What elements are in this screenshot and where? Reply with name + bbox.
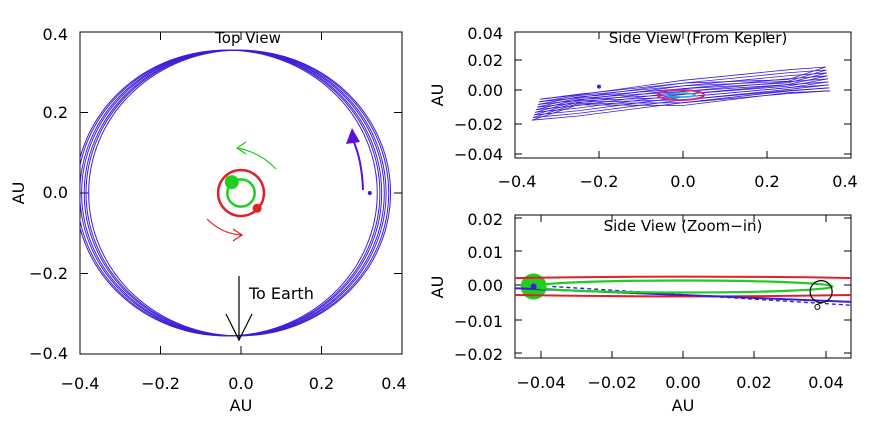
outer-orbit-edge-on [540, 66, 826, 100]
panel-top-view: Top View −0.4 −0.2 0.0 0.2 0.4 AU [9, 25, 407, 415]
y-tick-label: −0.02 [454, 345, 503, 364]
chart-title: Side View (From Kepler) [609, 29, 788, 47]
planet-outer [597, 84, 601, 89]
panel-zoom-view: Side View (Zoom−in) −0.04 −0.02 0.00 0.0… [428, 210, 852, 415]
direction-arrow-outer [352, 139, 364, 191]
orbit-red-upper [515, 275, 851, 279]
outer-orbit-edge-on [540, 66, 826, 100]
y-tick-label: 0.02 [467, 210, 503, 229]
x-tick-label: −0.2 [580, 172, 619, 191]
y-axis: −0.4 −0.2 0.0 0.2 0.4 AU [9, 25, 402, 363]
outer-orbit-edge-on [536, 75, 828, 108]
direction-arrow-innermost [236, 147, 277, 170]
x-tick-label: 0.0 [228, 374, 253, 393]
innermost-orbit [226, 178, 256, 208]
side-plot-area [531, 66, 831, 121]
y-tick-label: 0.00 [467, 276, 503, 295]
y-tick-label: 0.4 [43, 25, 68, 44]
direction-arrowhead-innermost [235, 141, 247, 155]
y-axis-label: AU [9, 182, 28, 205]
innermost-orbit-edge-on [666, 92, 696, 98]
orbit-red-lower [515, 294, 851, 298]
x-tick-label: 0.04 [808, 373, 844, 392]
x-tick-label: 0.4 [381, 374, 406, 393]
x-tick-label: −0.04 [516, 373, 565, 392]
y-tick-label: 0.04 [467, 24, 503, 43]
outer-orbit-edge-on [535, 78, 828, 111]
outer-orbit-edge-on [539, 69, 827, 103]
x-tick-label: −0.02 [587, 373, 636, 392]
x-tick-label: 0.02 [736, 373, 772, 392]
plot-frame [514, 214, 852, 359]
x-tick-label: 0.00 [665, 373, 701, 392]
x-tick-label: −0.2 [141, 374, 180, 393]
y-axis-label: AU [428, 84, 447, 107]
y-tick-label: −0.2 [29, 264, 68, 283]
x-axis: −0.4 −0.2 0.0 0.2 0.4 AU [61, 32, 407, 415]
inner-orbit [216, 168, 266, 218]
innermost-orbit-zoom [532, 279, 834, 294]
chart-title: Side View (Zoom−in) [604, 217, 763, 235]
y-axis: 0.04 0.02 0.00 −0.02 −0.04 AU [428, 24, 851, 164]
planet-innermost [224, 175, 239, 190]
y-tick-label: 0.00 [467, 81, 503, 100]
zoom-plot-area [515, 273, 851, 310]
x-axis-label: AU [230, 396, 253, 415]
y-axis-label: AU [428, 276, 447, 299]
y-tick-label: 0.2 [43, 103, 68, 122]
x-tick-label: −0.4 [61, 374, 100, 393]
y-tick-label: 0.01 [467, 243, 503, 262]
direction-arrowhead-outer [346, 128, 360, 144]
y-tick-label: 0.02 [467, 51, 503, 70]
x-axis: −0.04 −0.02 0.00 0.02 0.04 AU [516, 215, 844, 415]
planet-outer [367, 191, 372, 195]
y-tick-label: −0.01 [454, 312, 503, 331]
small-marker [814, 303, 821, 310]
highlight-circle [809, 280, 833, 304]
y-axis: 0.02 0.01 0.00 −0.01 −0.02 AU [428, 210, 851, 364]
planet-marker-zoom [530, 283, 537, 290]
direction-arrow-inner [206, 218, 243, 236]
x-tick-label: −0.4 [498, 172, 537, 191]
y-tick-label: −0.04 [454, 145, 503, 164]
plot-frame [514, 31, 852, 159]
planet-inner [252, 203, 262, 213]
y-tick-label: 0.0 [43, 183, 68, 202]
x-axis-label: AU [672, 396, 695, 415]
y-tick-label: −0.4 [29, 344, 68, 363]
chart-title: Top View [214, 29, 281, 47]
panel-side-view: Side View (From Kepler) −0.4 −0.2 0.0 0.… [428, 24, 858, 191]
to-earth-label: To Earth [248, 284, 314, 303]
x-tick-label: 0.4 [832, 172, 857, 191]
x-tick-label: 0.2 [754, 172, 779, 191]
x-tick-label: 0.2 [309, 374, 334, 393]
direction-arrowhead-inner [232, 228, 244, 242]
x-axis: −0.4 −0.2 0.0 0.2 0.4 [498, 32, 858, 191]
y-tick-label: −0.02 [454, 115, 503, 134]
to-earth-arrow [225, 276, 253, 342]
orbit-blue-dashed [552, 285, 851, 306]
orbit-plot-area [80, 49, 392, 337]
x-tick-label: 0.0 [670, 172, 695, 191]
inner-orbit-edge-on [656, 89, 706, 101]
plot-frame [79, 31, 403, 355]
